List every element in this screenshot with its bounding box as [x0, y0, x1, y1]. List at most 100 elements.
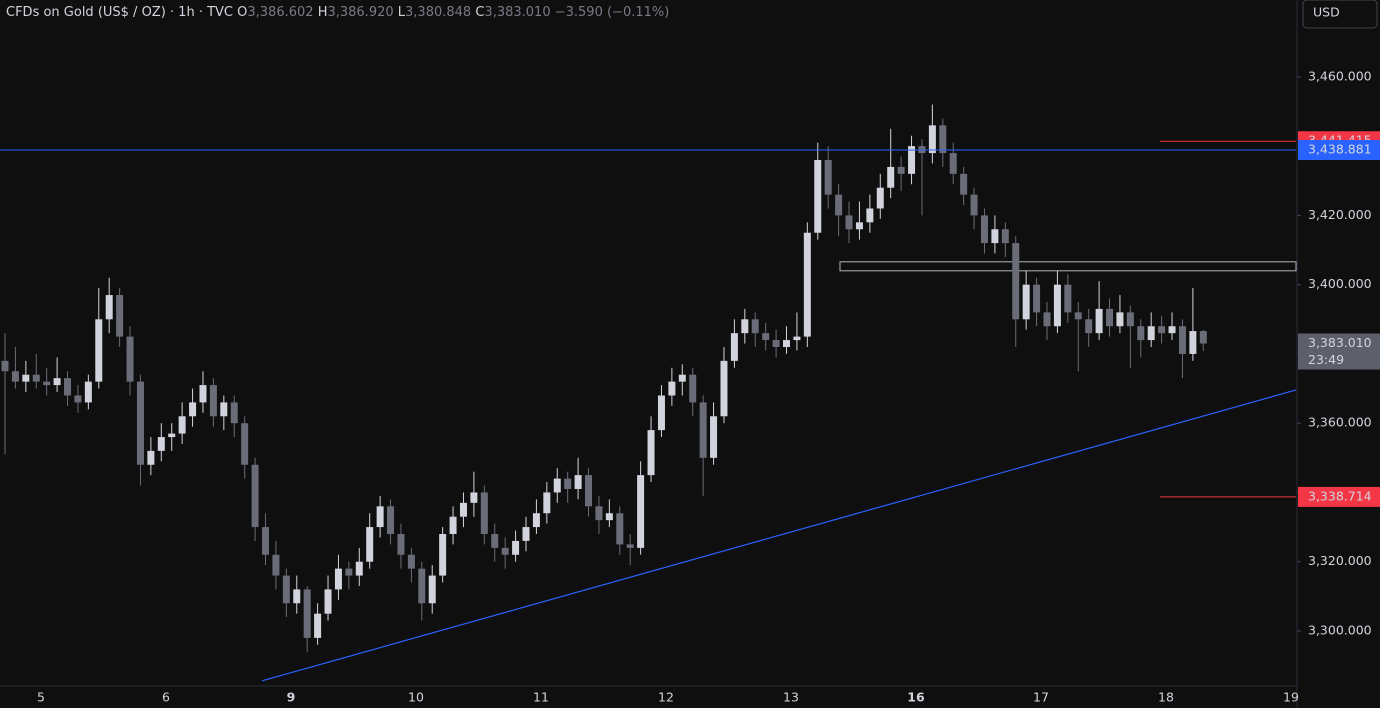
candle-body [428, 575, 436, 604]
ohlc-value: 3,383.010 [484, 5, 550, 20]
x-tick-label: 10 [408, 690, 424, 705]
candle-body [553, 478, 561, 493]
candle-body [1126, 312, 1134, 327]
candle-body [532, 513, 540, 528]
level-label-bg [1298, 486, 1380, 507]
candle-body [876, 187, 884, 209]
candle-body [605, 513, 613, 521]
y-tick-label: 3,360.000 [1308, 415, 1372, 430]
candle-body [251, 464, 259, 528]
candle-body [1053, 284, 1061, 327]
candle-body [314, 613, 322, 638]
candle-body [480, 492, 488, 535]
candle-body [470, 492, 478, 503]
candle-body [845, 215, 853, 230]
candle-body [1001, 229, 1009, 244]
candle-body [84, 381, 92, 403]
candle-body [626, 544, 634, 548]
candle-body [105, 295, 113, 320]
candle-body [376, 506, 384, 528]
candle-body [887, 166, 895, 188]
candle-body [720, 360, 728, 417]
candle-body [783, 340, 790, 348]
candle-body [387, 506, 395, 535]
candle-body [980, 215, 988, 244]
candle-body [751, 319, 759, 334]
last-price-label: 3,383.010 [1308, 335, 1372, 350]
x-tick-label: 16 [907, 690, 925, 705]
candle-body [595, 506, 603, 521]
candle-body [189, 402, 197, 417]
y-tick-label: 3,400.000 [1308, 276, 1372, 291]
candle-body [1147, 326, 1155, 341]
candle-body [157, 437, 165, 451]
candle-body [491, 534, 499, 548]
candle-body [803, 232, 811, 337]
candle-body [64, 378, 72, 396]
candle-body [262, 527, 269, 555]
candle-body [282, 575, 290, 604]
currency-box[interactable] [1302, 0, 1378, 29]
candle-body [928, 125, 936, 154]
level-label: 3,338.714 [1308, 488, 1372, 503]
candle-body [136, 381, 144, 465]
candle-body [418, 568, 426, 604]
x-tick-label: 11 [533, 690, 549, 705]
x-tick-label: 17 [1033, 690, 1049, 705]
candle-body [22, 374, 30, 382]
candle-body [1074, 312, 1082, 320]
last-price-bg [1298, 333, 1380, 370]
candle-body [710, 416, 718, 458]
candle-body [1095, 308, 1103, 334]
candle-body [95, 319, 103, 382]
candle-body [1033, 284, 1041, 313]
candle-body [230, 402, 238, 424]
candle-body [574, 475, 582, 489]
candle-body [459, 502, 467, 517]
level-label: 3,438.881 [1308, 142, 1372, 157]
candle-body [657, 395, 665, 431]
candle-body [501, 547, 509, 555]
candle-body [11, 371, 19, 382]
candle-body [522, 527, 530, 541]
candle-body [209, 385, 217, 417]
candle-body [126, 336, 134, 382]
candle-body [1043, 312, 1051, 327]
candle-body [241, 423, 249, 465]
y-tick-label: 3,320.000 [1308, 553, 1372, 568]
x-tick-label: 5 [37, 690, 45, 705]
ohlc-value: 3,386.602 [247, 5, 313, 20]
trendline [261, 389, 1297, 682]
candle-body [43, 381, 51, 386]
candle-body [116, 295, 124, 337]
candle-body [168, 433, 176, 438]
candle-body [74, 395, 82, 403]
candle-body [1, 360, 9, 372]
ohlc-key: H [318, 5, 328, 20]
candle-body [960, 173, 968, 195]
candle-body [564, 478, 572, 489]
candle-body [730, 333, 738, 361]
y-tick-label: 3,460.000 [1308, 68, 1372, 83]
candle-body [699, 402, 707, 458]
candle-body [741, 319, 749, 334]
candle-body [1137, 326, 1145, 341]
symbol-title: CFDs on Gold (US$ / OZ) · 1h · TVC [6, 5, 233, 20]
ohlc-key: O [237, 5, 247, 20]
x-tick-label: 9 [287, 690, 296, 705]
candle-body [824, 159, 832, 195]
candle-body [303, 589, 311, 638]
candle-body [1064, 284, 1072, 313]
candle-body [949, 153, 957, 174]
candle-body [855, 222, 863, 230]
candle-body [272, 554, 280, 576]
candle-body [1199, 331, 1207, 344]
ohlc-value: 3,380.848 [405, 5, 471, 20]
candle-body [178, 416, 186, 434]
candle-body [970, 194, 978, 216]
header: CFDs on Gold (US$ / OZ) · 1h · TVC O3,38… [6, 5, 669, 20]
candle-body [220, 402, 228, 417]
